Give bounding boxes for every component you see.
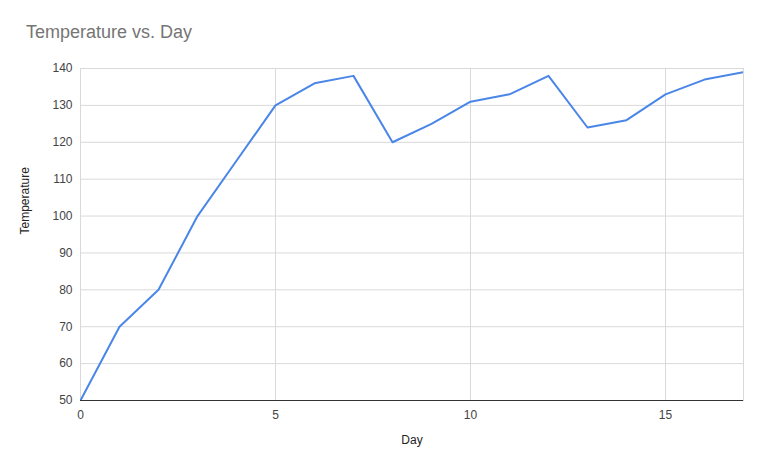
html-text:Temperature vs. Day: Temperature vs. Day: [26, 22, 193, 42]
svg-text:120: 120: [52, 135, 72, 149]
svg-text:50: 50: [59, 393, 73, 407]
svg-text:0: 0: [77, 408, 84, 422]
svg-text:Temperature: Temperature: [18, 167, 32, 235]
svg-text:130: 130: [52, 98, 72, 112]
svg-text:10: 10: [464, 408, 478, 422]
svg-text:Day: Day: [401, 433, 422, 447]
svg-text:60: 60: [59, 356, 73, 370]
svg-text:5: 5: [272, 408, 279, 422]
svg-text:110: 110: [53, 172, 72, 186]
svg-text:80: 80: [59, 283, 73, 297]
svg-text:140: 140: [52, 61, 72, 75]
svg-text:70: 70: [59, 320, 73, 334]
svg-text:15: 15: [659, 408, 673, 422]
svg-text:90: 90: [59, 246, 73, 260]
svg-text:100: 100: [52, 209, 72, 223]
